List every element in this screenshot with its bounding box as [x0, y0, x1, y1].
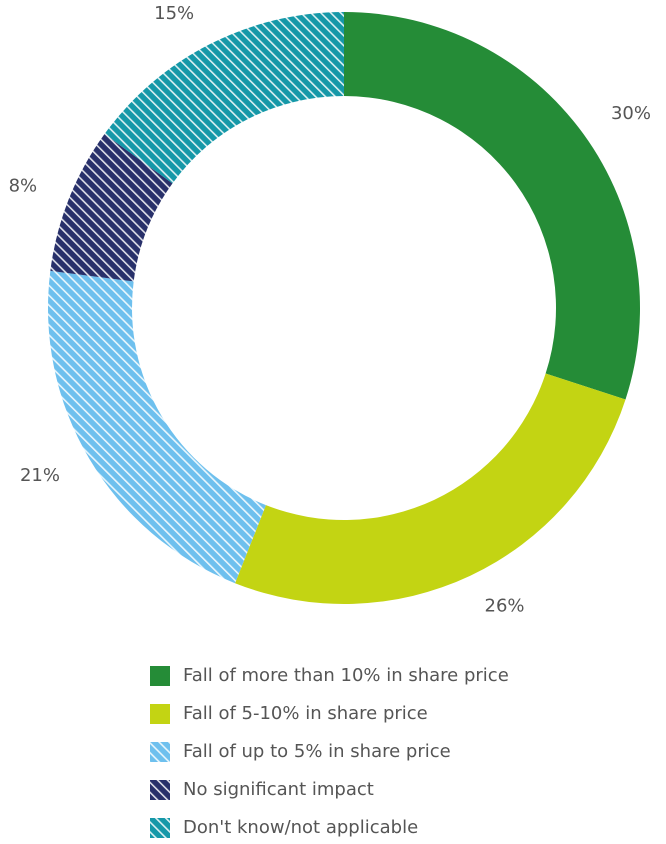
value-label: 15%: [154, 3, 194, 24]
legend-label: Don't know/not applicable: [183, 817, 418, 838]
legend-swatch: [150, 742, 170, 762]
donut-slice: [235, 373, 626, 605]
legend-swatch: [150, 818, 170, 838]
value-label: 30%: [611, 103, 651, 124]
donut-slice: [104, 12, 344, 184]
donut-slice: [50, 134, 173, 282]
legend-label: Fall of more than 10% in share price: [183, 665, 509, 686]
value-label: 26%: [485, 596, 525, 617]
value-label: 8%: [9, 176, 38, 197]
donut-slice: [47, 270, 266, 584]
legend-swatch: [150, 704, 170, 724]
legend-swatch: [150, 666, 170, 686]
legend-label: Fall of up to 5% in share price: [183, 741, 451, 762]
legend-swatch: [150, 780, 170, 800]
donut-slice: [344, 12, 640, 400]
legend-label: No significant impact: [183, 779, 374, 800]
value-label: 21%: [20, 465, 60, 486]
legend-label: Fall of 5-10% in share price: [183, 703, 428, 724]
